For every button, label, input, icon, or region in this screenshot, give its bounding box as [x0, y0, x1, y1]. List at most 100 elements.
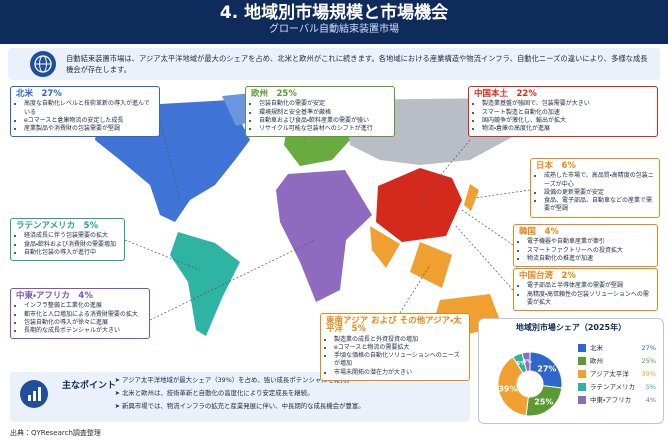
key-point: 北米と欧州は、技術革新と自動化の高度化により安定成長を継続。	[122, 387, 470, 400]
region-header: 日本 6%	[536, 162, 654, 171]
region-point: リサイクル可能な包装材へのシフトが進行	[259, 125, 389, 133]
region-points: 製造業の成長と外資投資の増加eコマースと物流の需要拡大手頃な価格の自動化ソリュー…	[326, 336, 464, 377]
region-points: 製造業基盤が強固で、包装需要が大きいスマート製造と自動化の加速国内競争が激化し、…	[474, 100, 652, 133]
region-points: 電子機器や自動車産業が牽引スマートファクトリーへの投資拡大物流自動化の推進が加速	[519, 238, 652, 263]
region-name: 北米	[16, 89, 34, 99]
region-point: 自動車および食品・飲料産業の需要が強い	[259, 117, 389, 125]
key-points-icon	[20, 380, 48, 408]
region-point: 長期的な成長ポテンシャルが大きい	[24, 327, 144, 335]
region-points: 包装自動化の需要が安定環境規制と安全基準が厳格自動車および食品・飲料産業の需要が…	[251, 100, 389, 133]
region-box: 欧州 25%包装自動化の需要が安定環境規制と安全基準が厳格自動車および食品・飲料…	[245, 86, 395, 138]
region-box: 日本 6%成熟した市場で、高品質・高精度の包装ニーズが中心設備の更新需要が安定食…	[530, 158, 660, 218]
region-header: 中東・アフリカ 4%	[16, 291, 144, 301]
legend-value: 27%	[642, 344, 656, 352]
legend-swatch	[578, 370, 586, 378]
legend-label: アジア太平洋	[590, 369, 629, 378]
legend-swatch	[578, 396, 586, 404]
legend-swatch	[578, 357, 586, 365]
region-point: 産業製品や消費財の包装需要が堅調	[24, 125, 154, 133]
region-point: 成熟した市場で、高品質・高精度の包装ニーズが中心	[544, 172, 654, 189]
key-point: 新興市場では、物流インフラの拡充と産業発展に伴い、中長期的な成長機会が豊富。	[122, 400, 470, 413]
legend-label: ラテンアメリカ	[590, 383, 635, 391]
region-header: 東南アジア および その他アジア・太平洋 5%	[326, 317, 464, 334]
region-header: 中国本土 22%	[474, 89, 652, 99]
region-point: 食品、電子部品、自動車などの産業で需要が堅調	[544, 197, 654, 214]
region-point: 物流・倉庫の高度化が進展	[482, 125, 652, 133]
region-points: 経済成長に伴う包装需要の拡大食品・飲料および消費財の需要増加自動化包装の導入が進…	[16, 232, 119, 257]
region-box: 東南アジア および その他アジア・太平洋 5%製造業の成長と外資投資の増加eコマ…	[320, 313, 470, 382]
donut-title: 地域別市場シェア（2025年）	[515, 323, 627, 332]
slice-label: 39%	[498, 384, 517, 393]
legend-label: 欧州	[590, 356, 603, 365]
region-share: 2%	[561, 271, 576, 281]
region-point: 包装自動化の需要が安定	[259, 100, 389, 108]
key-points-title: 主なポイント	[62, 381, 117, 391]
region-point: 国内競争が激化し、輸出が拡大	[482, 117, 652, 125]
key-point: アジア太平洋地域が最大シェア（39%）を占め、強い成長ポテンシャルを維持。	[122, 374, 470, 387]
region-header: 中国台湾 2%	[519, 271, 652, 281]
region-share: 27%	[41, 89, 62, 99]
region-point: eコマースと物流の需要拡大	[334, 344, 464, 352]
region-point: 自動化包装の導入が進行中	[24, 249, 119, 257]
region-point: 市場未開拓の潜在力が大きい	[334, 369, 464, 377]
region-share: 5%	[83, 221, 99, 231]
region-point: 製造業の成長と外資投資の増加	[334, 336, 464, 344]
region-header: 欧州 25%	[251, 89, 389, 99]
region-points: 成熟した市場で、高品質・高精度の包装ニーズが中心設備の更新需要が安定食品、電子部…	[536, 172, 654, 213]
region-point: 高度な自動化レベルと技術革新の導入が進んでいる	[24, 100, 154, 117]
region-points: インフラ整備と工業化の進展都市化と人口増加による消費財需要の拡大包装自動化の導入…	[16, 302, 144, 335]
title: 4. 地域別市場規模と市場機会	[219, 3, 449, 23]
region-box: ラテンアメリカ 5%経済成長に伴う包装需要の拡大食品・飲料および消費財の需要増加…	[10, 218, 125, 262]
region-share: 22%	[516, 89, 537, 99]
region-point: インフラ整備と工業化の進展	[24, 302, 144, 310]
legend-swatch	[578, 383, 586, 391]
region-point: 包装自動化の導入が徐々に進展	[24, 319, 144, 327]
slice-label: 5%	[516, 361, 526, 367]
region-point: 電子機器や自動車産業が牽引	[527, 238, 652, 246]
legend-value: 4%	[646, 396, 656, 404]
source: 出典：QYResearch調査整理	[10, 429, 101, 437]
region-name: 中東・アフリカ	[16, 291, 70, 301]
legend-label: 北米	[590, 343, 604, 352]
region-name: 欧州	[251, 89, 269, 99]
region-point: 都市化と人口増加による消費財需要の拡大	[24, 311, 144, 319]
globe-icon	[30, 51, 56, 77]
slice-label: 27%	[537, 365, 556, 374]
donut-slice	[497, 356, 529, 417]
region-share: 25%	[276, 89, 297, 99]
region-box: 韓国 4%電子機器や自動車産業が牽引スマートファクトリーへの投資拡大物流自動化の…	[513, 224, 658, 268]
legend-swatch	[578, 344, 586, 352]
header: 4. 地域別市場規模と市場機会 グローバル自動結束装置市場	[0, 0, 668, 44]
region-share: 4%	[78, 291, 93, 301]
region-box: 中東・アフリカ 4%インフラ整備と工業化の進展都市化と人口増加による消費財需要の…	[10, 288, 150, 340]
region-point: 物流自動化の推進が加速	[527, 255, 652, 263]
donut-chart: 27% 北米 27% 25% 欧州 25% 39% アジア太平洋 39% 5% ラテンアメリカ 5% 4…	[497, 343, 656, 417]
legend-value: 25%	[642, 357, 656, 365]
legend-label: 中東・アフリカ	[590, 395, 631, 404]
region-point: 手頃な価格の自動化ソリューションへのニーズが増加	[334, 352, 464, 369]
key-points-list: アジア太平洋地域が最大シェア（39%）を占め、強い成長ポテンシャルを維持。北米と…	[110, 374, 470, 413]
region-points: 高度な自動化レベルと技術革新の導入が進んでいるeコマースと倉庫物流の安定した成長…	[16, 100, 154, 133]
region-name: ラテンアメリカ	[16, 221, 76, 231]
region-header: 北米 27%	[16, 89, 154, 99]
legend-value: 39%	[642, 370, 656, 378]
donut-slice	[521, 351, 531, 373]
region-name: 中国本土	[474, 89, 509, 99]
region-point: 経済成長に伴う包装需要の拡大	[24, 232, 119, 240]
region-share: 5%	[351, 324, 366, 335]
subtitle: グローバル自動結束装置市場	[269, 24, 399, 35]
region-point: 食品・飲料および消費財の需要増加	[24, 241, 119, 249]
region-box: 中国台湾 2%電子部品と半導体産業の需要が堅調高精度・高信頼性の包装ソリューショ…	[513, 268, 658, 312]
region-point: 設備の更新需要が安定	[544, 189, 654, 197]
region-name: 東南アジア および その他アジア・太平洋	[326, 316, 462, 335]
region-box: 中国本土 22%製造業基盤が強固で、包装需要が大きいスマート製造と自動化の加速国…	[468, 86, 658, 138]
intro: 自動結束装置市場は、アジア太平洋地域が最大のシェアを占め、北米と欧州がこれに続き…	[8, 48, 660, 80]
region-point: 製造業基盤が強固で、包装需要が大きい	[482, 100, 652, 108]
legend-value: 5%	[646, 383, 656, 391]
region-points: 電子部品と半導体産業の需要が堅調高精度・高信頼性の包装ソリューションへの需要が拡…	[519, 282, 652, 307]
slice-label: 25%	[534, 397, 553, 406]
leader-lines	[124, 119, 531, 321]
region-name: 韓国	[519, 227, 537, 237]
